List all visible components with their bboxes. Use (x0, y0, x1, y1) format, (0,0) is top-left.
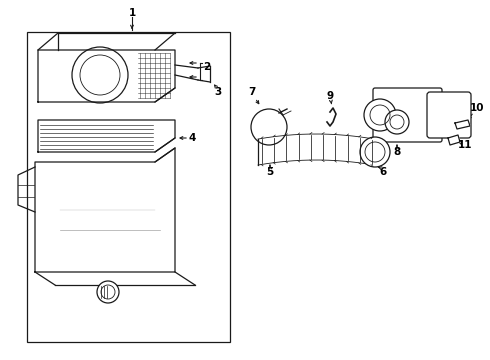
Circle shape (251, 109, 287, 145)
Circle shape (360, 137, 390, 167)
Text: 4: 4 (188, 133, 196, 143)
Text: 2: 2 (203, 62, 211, 72)
Circle shape (97, 281, 119, 303)
Text: 8: 8 (393, 147, 401, 157)
Polygon shape (38, 120, 175, 152)
Polygon shape (448, 135, 460, 145)
Circle shape (364, 99, 396, 131)
FancyBboxPatch shape (427, 92, 471, 138)
Bar (27, 32, 230, 342)
Text: 6: 6 (379, 167, 387, 177)
Text: 5: 5 (267, 167, 273, 177)
Polygon shape (35, 148, 175, 272)
Text: 3: 3 (215, 87, 221, 97)
Text: 11: 11 (458, 140, 472, 150)
FancyBboxPatch shape (373, 88, 442, 142)
Text: 10: 10 (470, 103, 484, 113)
Text: 1: 1 (128, 8, 136, 18)
Text: 7: 7 (248, 87, 256, 97)
Polygon shape (455, 120, 470, 129)
Polygon shape (38, 50, 175, 102)
Text: 9: 9 (326, 91, 334, 101)
Circle shape (385, 110, 409, 134)
